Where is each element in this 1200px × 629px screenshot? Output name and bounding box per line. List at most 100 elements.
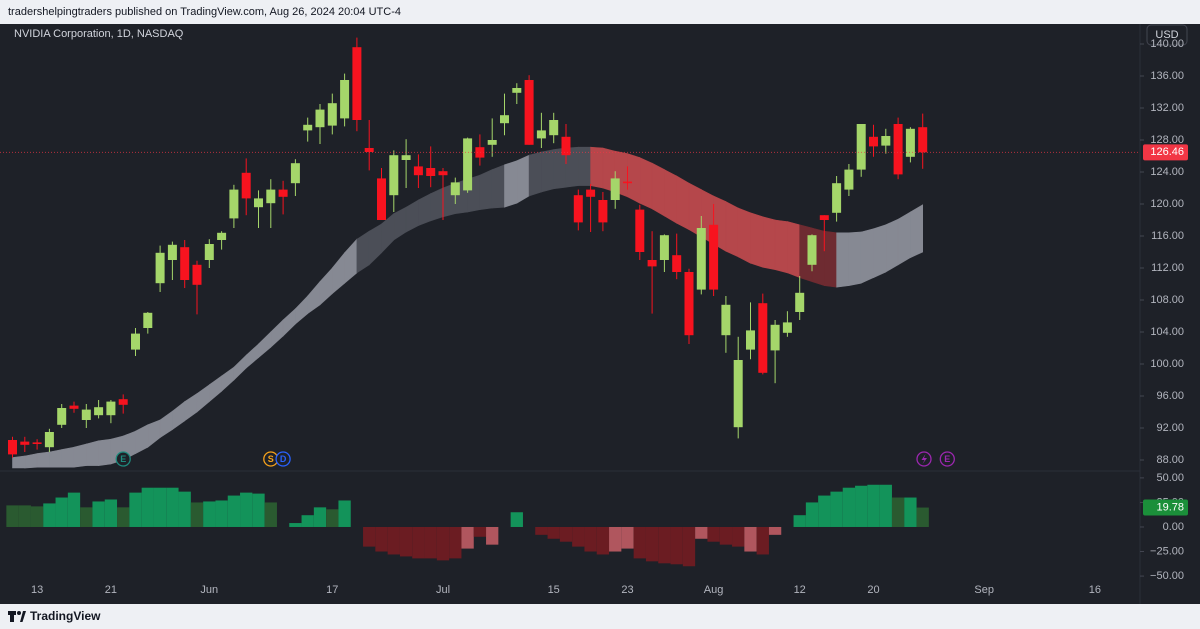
- y-tick-label: 108.00: [1150, 294, 1184, 306]
- x-tick-label: Jul: [436, 584, 450, 596]
- candle-body: [536, 130, 546, 139]
- candle-body: [684, 272, 694, 336]
- candle-body: [315, 109, 325, 128]
- candle-body: [524, 80, 534, 145]
- candle-body: [377, 178, 386, 220]
- histogram-bar: [719, 526, 733, 545]
- cloud-segment: [664, 169, 678, 224]
- event-label: D: [280, 454, 287, 464]
- cloud-segment: [823, 230, 837, 288]
- cloud-segment: [577, 146, 591, 186]
- last-price-label: 126.46: [1150, 146, 1184, 158]
- candle-body: [635, 209, 645, 252]
- x-tick-label: 17: [326, 584, 338, 596]
- histogram-bar: [891, 497, 905, 527]
- histogram-bar: [338, 500, 351, 527]
- histogram-bar: [535, 526, 548, 535]
- histogram-bar: [682, 526, 696, 567]
- y-tick-label: 116.00: [1151, 230, 1184, 242]
- histogram-bar: [166, 487, 179, 527]
- candle-body: [659, 235, 669, 260]
- histogram-bar: [842, 487, 856, 527]
- candle-body: [672, 255, 682, 272]
- cloud-segment: [762, 216, 776, 270]
- candle-body: [167, 244, 177, 260]
- y-tick-label: 132.00: [1150, 102, 1184, 114]
- event-label: E: [944, 454, 950, 464]
- histogram-bar: [55, 497, 68, 527]
- candle-body: [549, 120, 559, 136]
- x-tick-label: 13: [31, 584, 43, 596]
- candle-body: [69, 405, 79, 409]
- candle-body: [586, 189, 596, 197]
- candle-body: [856, 124, 866, 170]
- histogram-bar: [117, 507, 130, 527]
- histogram-bar: [92, 501, 105, 527]
- cloud-segment: [36, 451, 50, 468]
- histogram-bar: [141, 487, 154, 527]
- cloud-layer: [12, 146, 924, 469]
- x-tick-label: 21: [105, 584, 117, 596]
- cloud-segment: [504, 160, 518, 208]
- histogram-bar: [227, 495, 241, 527]
- histogram-bar: [424, 526, 437, 559]
- candle-body: [733, 360, 743, 428]
- candle-body: [696, 228, 706, 290]
- histogram-layer: [6, 484, 929, 567]
- histogram-bar: [104, 499, 118, 527]
- cloud-segment: [848, 231, 862, 286]
- cloud-segment: [676, 175, 690, 231]
- histogram-bar: [609, 526, 622, 552]
- candle-body: [327, 103, 337, 126]
- y-tick-label: 88.00: [1156, 454, 1184, 466]
- histogram-bar: [436, 526, 450, 561]
- candle-body: [8, 440, 17, 455]
- candle-body: [81, 409, 91, 420]
- y-tick-label: −50.00: [1150, 570, 1184, 582]
- cloud-segment: [774, 219, 788, 274]
- candle-body: [770, 324, 780, 351]
- x-tick-label: 20: [867, 584, 879, 596]
- candle-body: [389, 155, 399, 196]
- cloud-segment: [12, 455, 26, 469]
- histogram-bar: [830, 491, 843, 527]
- histogram-bar: [178, 491, 191, 527]
- cloud-segment: [479, 169, 493, 210]
- brand-logo: [8, 611, 26, 622]
- candle-body: [94, 407, 104, 416]
- candle-body: [807, 235, 817, 265]
- candle-body: [241, 172, 251, 199]
- cloud-segment: [639, 157, 653, 210]
- candle-body: [204, 244, 214, 260]
- event-marker: [939, 451, 955, 467]
- candle-body: [598, 200, 608, 223]
- candle-body: [475, 147, 485, 158]
- histogram-bar: [670, 526, 683, 565]
- currency-button[interactable]: [1146, 24, 1188, 46]
- histogram-bar: [387, 526, 400, 555]
- candle-body: [266, 189, 276, 204]
- cloud-segment: [528, 151, 542, 197]
- candle-body: [573, 195, 583, 223]
- y-tick-label: 92.00: [1156, 422, 1184, 434]
- candle-body: [438, 171, 448, 176]
- histogram-bar: [67, 492, 81, 527]
- x-tick-label: Jun: [200, 584, 218, 596]
- y-tick-label: 50.00: [1156, 472, 1184, 484]
- candle-body: [487, 140, 497, 145]
- histogram-bar: [621, 526, 634, 549]
- cloud-segment: [61, 446, 75, 468]
- histogram-bar: [363, 526, 376, 547]
- histogram-bar: [855, 485, 868, 527]
- y-tick-label: 140.00: [1150, 38, 1184, 50]
- histogram-bar: [449, 526, 462, 559]
- candle-body: [905, 128, 915, 157]
- histogram-bar: [658, 526, 671, 564]
- histogram-bar: [30, 506, 44, 527]
- cloud-segment: [541, 149, 555, 193]
- cloud-segment: [491, 164, 505, 209]
- candle-body: [364, 148, 374, 152]
- histogram-bar: [916, 507, 929, 527]
- candle-body: [143, 312, 153, 328]
- cloud-segment: [860, 228, 874, 284]
